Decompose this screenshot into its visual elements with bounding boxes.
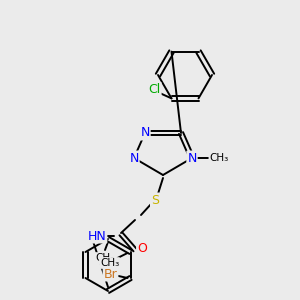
Text: CH₃: CH₃	[95, 253, 115, 263]
Text: O: O	[137, 242, 147, 256]
Text: N: N	[129, 152, 139, 164]
Text: CH₃: CH₃	[209, 153, 229, 163]
Text: S: S	[151, 194, 159, 206]
Text: N: N	[140, 127, 150, 140]
Text: Br: Br	[103, 268, 117, 281]
Text: HN: HN	[88, 230, 106, 242]
Text: N: N	[187, 152, 197, 164]
Text: Cl: Cl	[148, 83, 160, 96]
Text: CH₃: CH₃	[100, 258, 119, 268]
